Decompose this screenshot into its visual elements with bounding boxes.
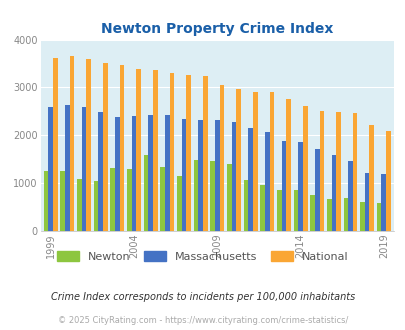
Bar	[326, 199, 331, 231]
Bar	[236, 89, 240, 231]
Bar	[231, 122, 236, 231]
Bar	[148, 115, 153, 231]
Bar	[65, 105, 69, 231]
Bar	[264, 132, 269, 231]
Legend: Newton, Massachusetts, National: Newton, Massachusetts, National	[53, 247, 352, 267]
Bar	[219, 84, 224, 231]
Bar	[385, 131, 390, 231]
Bar	[359, 202, 364, 231]
Bar	[214, 120, 219, 231]
Bar	[136, 69, 141, 231]
Bar	[210, 161, 214, 231]
Bar	[276, 190, 281, 231]
Bar	[69, 56, 74, 231]
Bar	[297, 142, 302, 231]
Bar	[86, 59, 91, 231]
Text: Crime Index corresponds to incidents per 100,000 inhabitants: Crime Index corresponds to incidents per…	[51, 292, 354, 302]
Bar	[369, 125, 373, 231]
Bar	[335, 112, 340, 231]
Bar	[143, 155, 148, 231]
Bar	[198, 119, 202, 231]
Bar	[164, 115, 169, 231]
Bar	[115, 117, 119, 231]
Bar	[269, 92, 273, 231]
Bar	[309, 195, 314, 231]
Bar	[169, 73, 174, 231]
Bar	[347, 161, 352, 231]
Bar	[247, 128, 252, 231]
Bar	[181, 119, 186, 231]
Bar	[281, 141, 286, 231]
Bar	[53, 58, 58, 231]
Bar	[110, 168, 115, 231]
Bar	[48, 107, 53, 231]
Title: Newton Property Crime Index: Newton Property Crime Index	[101, 22, 333, 36]
Bar	[319, 111, 323, 231]
Bar	[43, 171, 48, 231]
Bar	[352, 113, 357, 231]
Bar	[314, 149, 319, 231]
Bar	[226, 164, 231, 231]
Bar	[364, 173, 369, 231]
Bar	[119, 65, 124, 231]
Bar	[193, 160, 198, 231]
Bar	[243, 180, 247, 231]
Bar	[286, 99, 290, 231]
Bar	[202, 77, 207, 231]
Bar	[102, 63, 107, 231]
Bar	[260, 185, 264, 231]
Bar	[77, 179, 81, 231]
Bar	[93, 181, 98, 231]
Bar	[381, 174, 385, 231]
Bar	[252, 92, 257, 231]
Bar	[376, 203, 381, 231]
Bar	[177, 177, 181, 231]
Bar	[131, 116, 136, 231]
Bar	[153, 70, 157, 231]
Bar	[127, 169, 131, 231]
Bar	[186, 76, 190, 231]
Text: © 2025 CityRating.com - https://www.cityrating.com/crime-statistics/: © 2025 CityRating.com - https://www.city…	[58, 316, 347, 325]
Bar	[331, 155, 335, 231]
Bar	[98, 112, 102, 231]
Bar	[60, 171, 65, 231]
Bar	[293, 190, 297, 231]
Bar	[81, 107, 86, 231]
Bar	[302, 106, 307, 231]
Bar	[160, 167, 164, 231]
Bar	[343, 198, 347, 231]
